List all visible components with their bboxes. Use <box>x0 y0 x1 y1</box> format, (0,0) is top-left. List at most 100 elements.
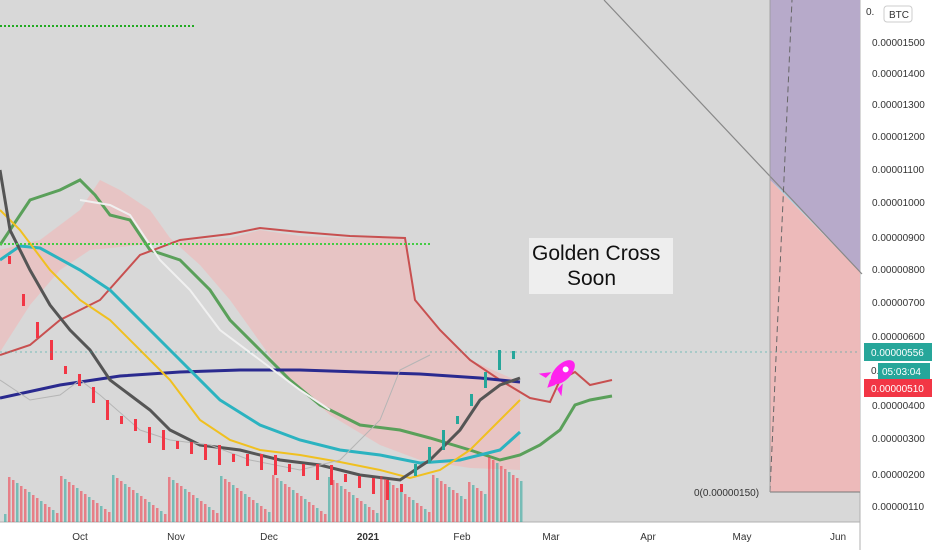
series-line <box>0 178 613 462</box>
volume-bar <box>64 479 67 522</box>
price-tick-label: 0.00000900 <box>872 233 925 244</box>
price-tick-label: 0.00000400 <box>872 401 925 412</box>
price-tick-label: 0.00001300 <box>872 100 925 111</box>
volume-bar <box>172 480 175 522</box>
volume-bar <box>8 477 11 522</box>
price-axis-background <box>860 0 932 550</box>
candle <box>274 455 277 475</box>
volume-bar <box>300 496 303 522</box>
price-tick-label: 0.00000700 <box>872 298 925 309</box>
partial-price-label: 0. <box>871 366 879 377</box>
series-line <box>0 209 521 480</box>
candle <box>316 464 319 480</box>
volume-bar <box>140 496 143 522</box>
volume-bar <box>408 497 411 522</box>
volume-bar <box>360 501 363 522</box>
volume-bar <box>400 491 403 522</box>
countdown-tag <box>878 363 930 379</box>
lower-price-text: 0.00000510 <box>871 384 924 395</box>
volume-bar <box>120 481 123 522</box>
volume-bar <box>20 486 23 522</box>
candle <box>512 351 515 359</box>
volume-bar <box>80 491 83 522</box>
volume-bar <box>304 499 307 522</box>
volume-bar <box>500 466 503 522</box>
volume-bar <box>200 501 203 522</box>
volume-bar <box>216 513 219 522</box>
volume-bar <box>28 492 31 522</box>
annotation-line-2: Soon <box>567 267 616 290</box>
price-tick-label: 0. <box>866 7 874 18</box>
volume-bar <box>148 502 151 522</box>
volume-bar <box>508 472 511 522</box>
fib-zero-label: 0(0.00000150) <box>694 488 759 499</box>
series-line <box>0 368 521 400</box>
volume-bar <box>476 488 479 522</box>
volume-bar <box>108 512 111 522</box>
volume-bar <box>392 485 395 522</box>
volume-bar <box>24 489 27 522</box>
volume-bar <box>440 481 443 522</box>
volume-bar <box>72 485 75 522</box>
volume-bar <box>220 476 223 522</box>
time-tick-label: Nov <box>167 532 185 543</box>
volume-bar <box>344 489 347 522</box>
time-axis-background <box>0 522 860 550</box>
time-tick-label: Dec <box>260 532 278 543</box>
annotation-box <box>529 238 673 294</box>
candle <box>64 366 67 374</box>
volume-bar <box>464 499 467 522</box>
rocket-icon <box>538 360 575 397</box>
volume-bar <box>296 493 299 522</box>
volume-bar <box>88 497 91 522</box>
volume-bar <box>240 491 243 522</box>
volume-bar <box>480 491 483 522</box>
volume-bar <box>324 514 327 522</box>
volume-bar <box>188 492 191 522</box>
volume-bar <box>504 469 507 522</box>
volume-bar <box>96 503 99 522</box>
volume-bar <box>420 506 423 522</box>
volume-bar <box>396 488 399 522</box>
volume-bar <box>264 509 267 522</box>
volume-bar <box>228 482 231 522</box>
volume-bar <box>404 494 407 522</box>
volume-bar <box>164 514 167 522</box>
volume-bar <box>328 477 331 522</box>
volume-bar <box>192 495 195 522</box>
volume-bar <box>492 460 495 522</box>
volume-bar <box>488 457 491 522</box>
currency-label: BTC <box>889 10 909 21</box>
volume-bar <box>284 484 287 522</box>
volume-bar <box>428 512 431 522</box>
volume-bar <box>380 476 383 522</box>
candle <box>414 464 417 476</box>
candle <box>428 447 431 463</box>
volume-bar <box>132 490 135 522</box>
candle <box>344 474 347 482</box>
price-tick-label: 0.00000300 <box>872 434 925 445</box>
volume-bar <box>92 500 95 522</box>
candle <box>302 464 305 476</box>
candle <box>120 416 123 424</box>
volume-bar <box>16 483 19 522</box>
price-tick-label: 0.00000110 <box>872 502 925 513</box>
volume-bar <box>376 513 379 522</box>
volume-bar <box>364 504 367 522</box>
time-tick-label: Mar <box>542 532 560 543</box>
volume-bar <box>156 508 159 522</box>
volume-bar <box>236 488 239 522</box>
price-axis: 0. 0.00001500 0.00001400 0.00001300 0.000012… <box>866 7 925 513</box>
candle <box>260 454 263 470</box>
candle <box>22 294 25 306</box>
time-axis: Oct Nov Dec 2021 Feb Mar Apr May Jun <box>72 532 846 543</box>
candle <box>204 444 207 460</box>
volume-bar <box>168 477 171 522</box>
volume-bar <box>112 475 115 522</box>
volume-bar <box>320 511 323 522</box>
candle <box>106 400 109 420</box>
volume-bar <box>484 494 487 522</box>
candles <box>8 256 515 500</box>
volume-bar <box>472 485 475 522</box>
